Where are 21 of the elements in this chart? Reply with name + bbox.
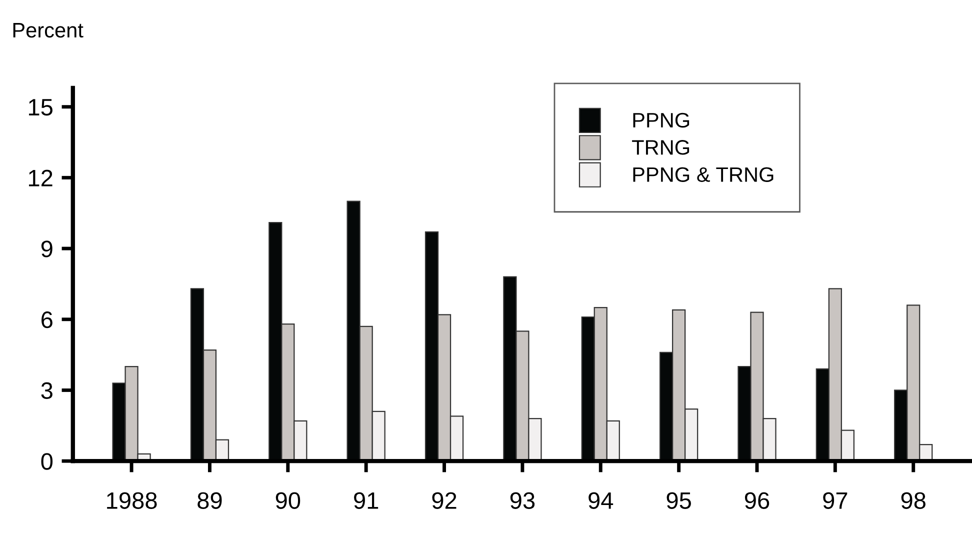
x-tick-label: 89 bbox=[198, 492, 222, 509]
x-tick-label: 96 bbox=[744, 492, 770, 509]
legend-label: PPNG bbox=[633, 112, 690, 128]
x-tick-label: 90 bbox=[276, 492, 300, 509]
y-tick-label: 9 bbox=[41, 240, 52, 258]
x-tick-label: 91 bbox=[354, 492, 378, 509]
y-tick-label: 12 bbox=[28, 170, 52, 186]
legend-label: PPNG & TRNG bbox=[633, 167, 774, 182]
y-tick-label: 3 bbox=[41, 382, 52, 399]
x-tick-label: 93 bbox=[510, 492, 535, 509]
y-axis-title: Percent bbox=[13, 23, 84, 38]
x-tick-label: 94 bbox=[588, 492, 614, 509]
y-tick-label: 15 bbox=[28, 99, 52, 116]
legend-label: TRNG bbox=[632, 140, 690, 155]
x-tick-label: 1988 bbox=[107, 492, 157, 509]
y-tick-label: 6 bbox=[42, 311, 52, 328]
x-tick-label: 92 bbox=[432, 492, 456, 509]
x-tick-label: 97 bbox=[823, 492, 848, 509]
x-tick-label: 95 bbox=[666, 492, 691, 509]
x-tick-label: 98 bbox=[901, 492, 926, 509]
y-tick-label: 0 bbox=[41, 453, 53, 470]
